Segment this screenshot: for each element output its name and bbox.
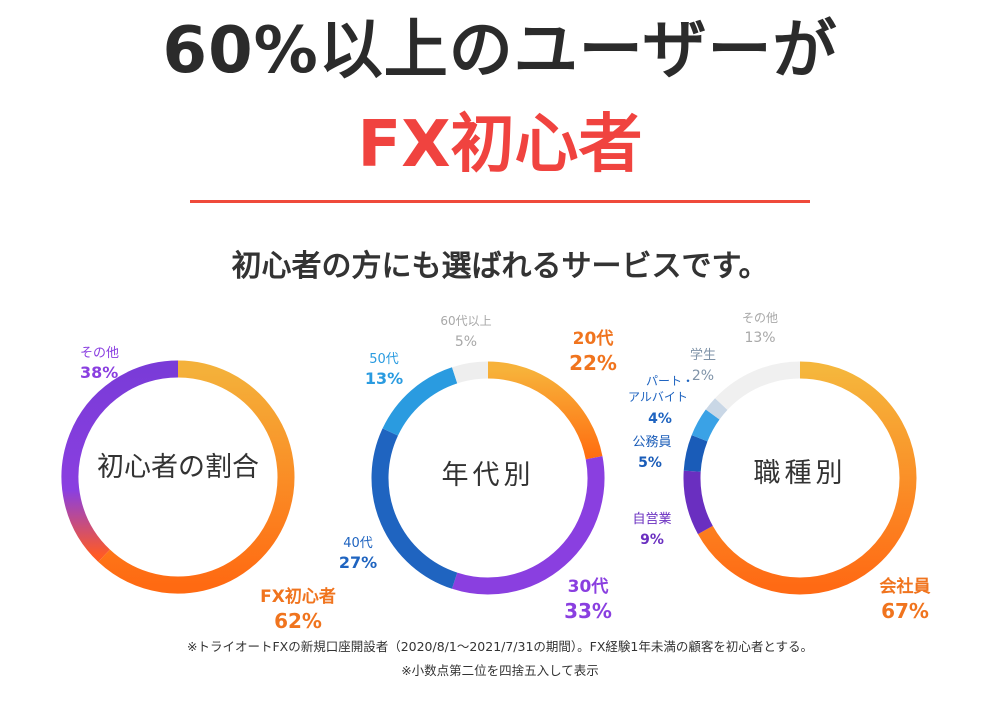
label-student-name: 学生 <box>690 347 716 363</box>
donut-slice-1-1 <box>98 360 295 594</box>
label-occ-other-value: 13% <box>744 330 775 346</box>
label-50s-value: 13% <box>365 369 403 388</box>
label-occ-other-name: その他 <box>742 311 778 325</box>
label-50s-name: 50代 <box>369 352 399 367</box>
label-civil-servant-value: 5% <box>638 455 662 471</box>
label-fx-beginner-name: FX初心者 <box>260 586 336 607</box>
donut-slice-2-2 <box>452 456 605 595</box>
chart-by-age-title: 年代別 <box>442 460 535 491</box>
label-other-name: その他 <box>80 346 119 361</box>
headline-line-1: 60%以上のユーザーが <box>162 14 838 88</box>
label-20s-name: 20代 <box>573 328 614 349</box>
label-40s-name: 40代 <box>343 536 373 551</box>
label-student-value: 2% <box>692 368 714 384</box>
donut-slice-3-1 <box>697 361 917 595</box>
label-self-employed-value: 9% <box>640 532 664 548</box>
label-fx-beginner-value: 62% <box>274 609 322 633</box>
label-self-employed-name: 自営業 <box>632 511 671 527</box>
donut-slice-3-6 <box>715 361 801 411</box>
headline-divider <box>190 200 810 203</box>
label-other-value: 38% <box>80 363 118 382</box>
label-civil-servant-name: 公務員 <box>632 435 671 450</box>
label-60s-name: 60代以上 <box>440 314 491 328</box>
label-40s-value: 27% <box>339 553 377 572</box>
donut-slice-3-5 <box>705 398 728 420</box>
donut-slice-1-2 <box>61 360 179 562</box>
label-30s-name: 30代 <box>568 576 609 597</box>
donut-slice-3-3 <box>683 435 708 473</box>
label-parttime-name-line2: アルバイト <box>628 390 688 404</box>
donut-slice-3-4 <box>691 409 720 442</box>
label-20s-value: 22% <box>569 351 617 375</box>
subtitle: 初心者の方にも選ばれるサービスです。 <box>231 249 769 284</box>
chart-beginner-ratio-title: 初心者の割合 <box>97 452 259 483</box>
donut-slice-3-2 <box>683 470 713 535</box>
donut-slice-2-4 <box>382 367 458 436</box>
label-30s-value: 33% <box>564 599 612 623</box>
footnote-rounding: ※小数点第二位を四捨五入して表示 <box>401 663 599 678</box>
footnote-survey: ※トライオートFXの新規口座開設者（2020/8/1〜2021/7/31の期間）… <box>186 639 814 654</box>
label-employee-name: 会社員 <box>880 576 931 597</box>
label-employee-value: 67% <box>881 599 929 623</box>
label-parttime-name-line1: パート・ <box>646 374 694 388</box>
donut-slice-2-3 <box>371 428 458 589</box>
donut-slice-2-1 <box>487 361 603 460</box>
donut-slice-2-5 <box>452 361 489 384</box>
chart-by-occupation: 職種別 その他 13% 学生 2% パート・ アルバイト 4% 公務員 5% 自… <box>628 311 930 623</box>
label-60s-value: 5% <box>455 334 477 350</box>
chart-beginner-ratio: 初心者の割合 その他 38% FX初心者 62% <box>61 346 336 633</box>
chart-by-age: 年代別 60代以上 5% 20代 22% 50代 13% 40代 27% 30代… <box>339 314 617 623</box>
headline-line-2: FX初心者 <box>357 108 643 182</box>
chart-by-occupation-title: 職種別 <box>754 458 847 489</box>
label-parttime-value: 4% <box>648 411 672 427</box>
